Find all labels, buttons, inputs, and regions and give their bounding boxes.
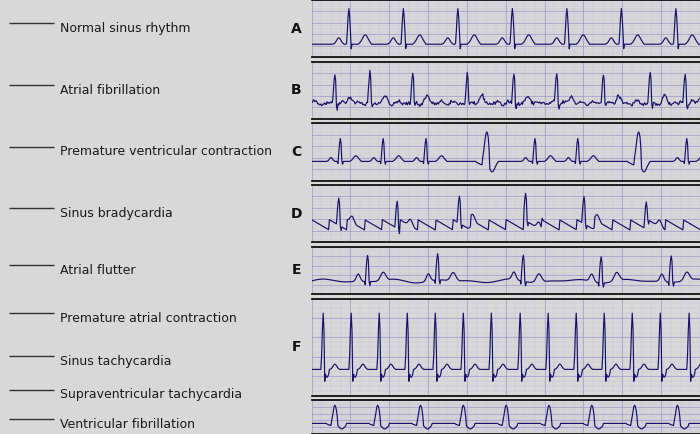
Text: F: F <box>291 340 301 354</box>
Text: D: D <box>290 207 302 220</box>
Text: Premature atrial contraction: Premature atrial contraction <box>60 312 237 325</box>
Text: Ventricular fibrillation: Ventricular fibrillation <box>60 418 195 431</box>
Text: E: E <box>291 263 301 277</box>
Text: Atrial fibrillation: Atrial fibrillation <box>60 84 160 97</box>
Text: Atrial flutter: Atrial flutter <box>60 264 135 277</box>
Text: Supraventricular tachycardia: Supraventricular tachycardia <box>60 388 241 401</box>
Text: A: A <box>290 22 302 36</box>
Text: Sinus bradycardia: Sinus bradycardia <box>60 207 172 220</box>
Text: Sinus tachycardia: Sinus tachycardia <box>60 355 171 368</box>
Text: Premature ventricular contraction: Premature ventricular contraction <box>60 145 272 158</box>
Text: B: B <box>290 83 302 97</box>
Text: Normal sinus rhythm: Normal sinus rhythm <box>60 22 190 35</box>
Text: C: C <box>291 145 301 159</box>
